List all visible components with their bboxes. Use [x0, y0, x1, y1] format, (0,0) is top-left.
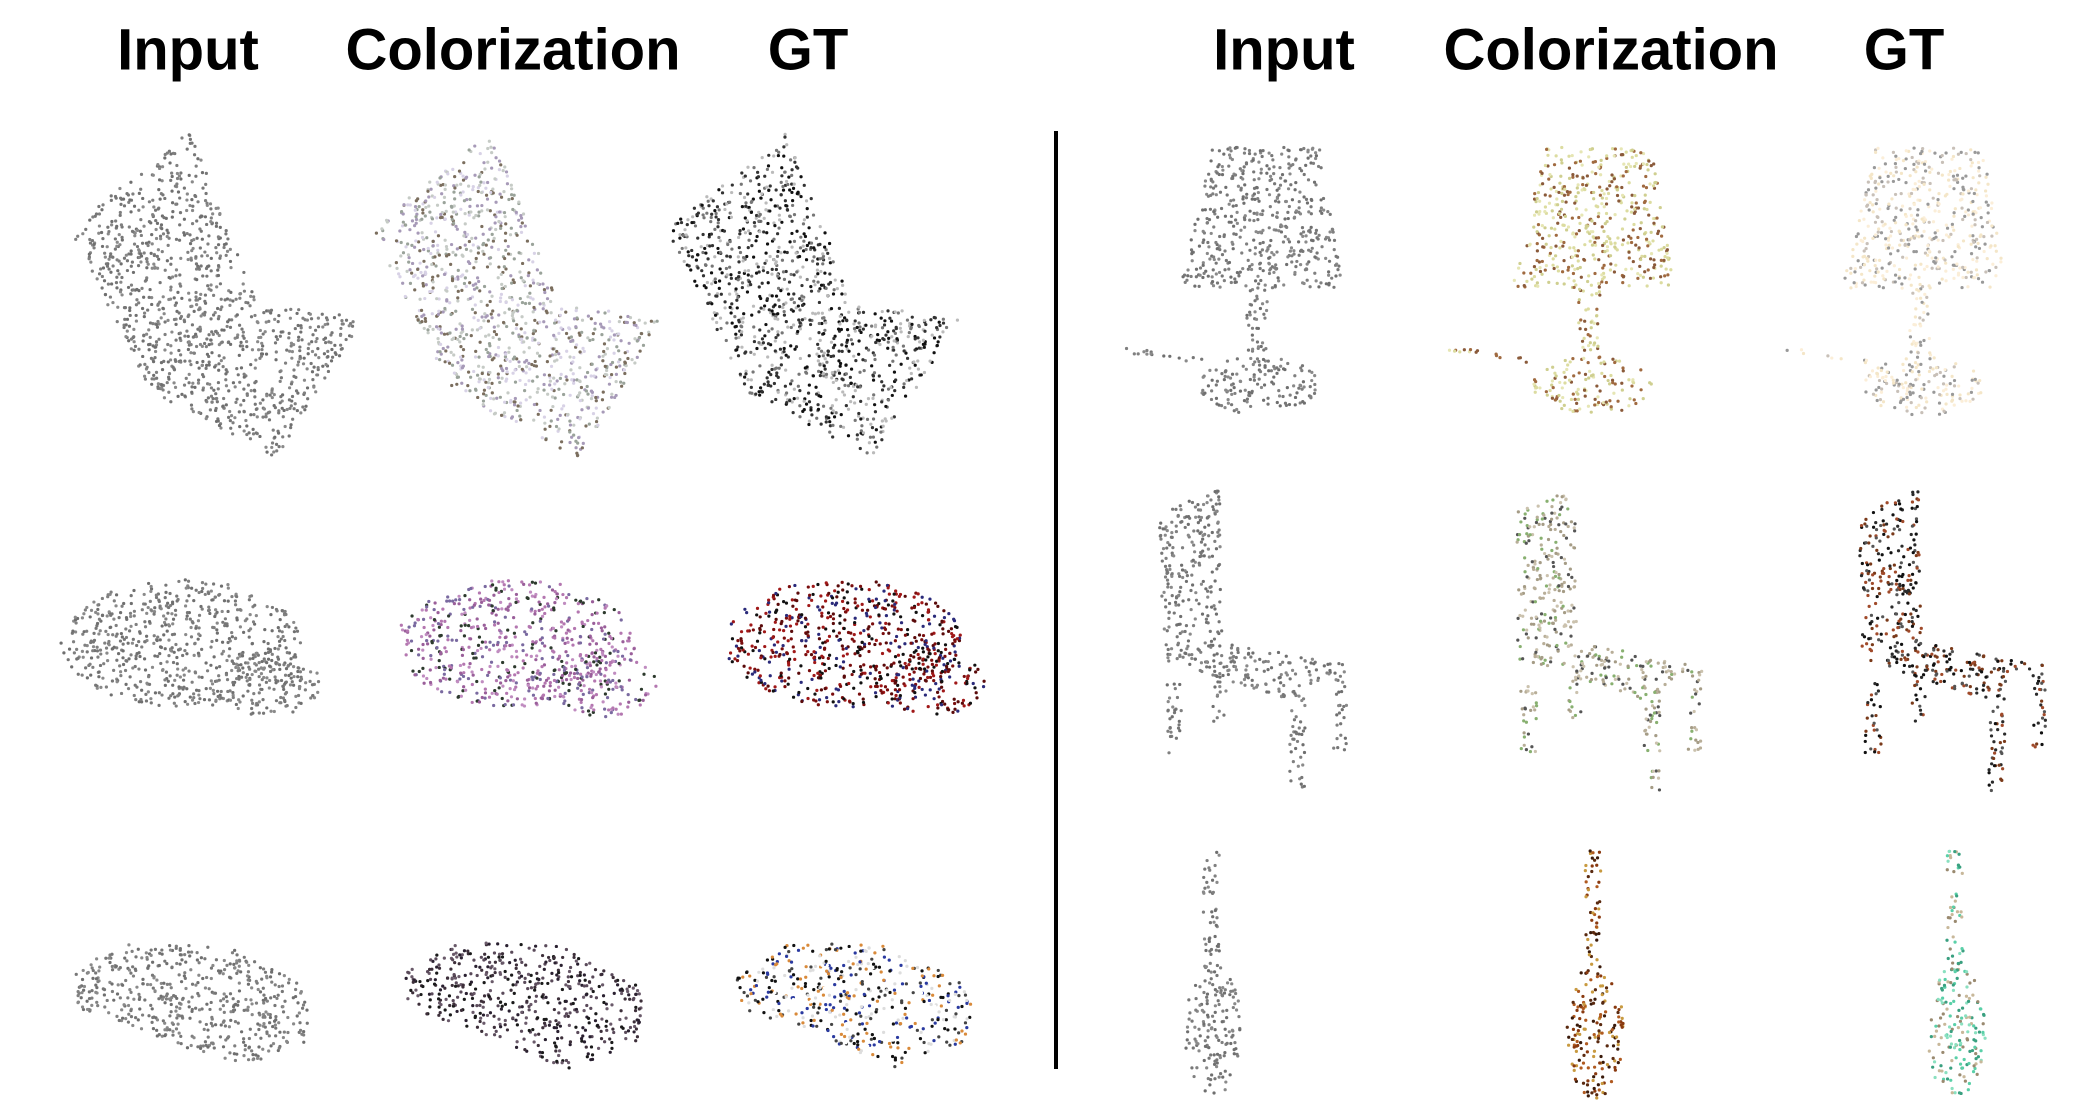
point-cloud: [404, 941, 643, 1070]
column-header: GT: [1864, 17, 1945, 82]
point-cloud: [74, 133, 355, 457]
point-cloud: [1447, 145, 1673, 414]
point-cloud: [1124, 145, 1342, 414]
point-cloud: [399, 579, 658, 719]
column-header: Colorization: [345, 17, 680, 82]
point-cloud: [1184, 850, 1242, 1095]
point-cloud: [735, 942, 974, 1069]
point-cloud: [1515, 494, 1704, 792]
column-header: Colorization: [1443, 17, 1778, 82]
point-cloud: [1565, 849, 1625, 1100]
point-cloud: [1858, 490, 2047, 793]
column-header: GT: [768, 17, 849, 82]
point-cloud: [671, 132, 960, 455]
point-cloud: [74, 943, 309, 1063]
point-cloud: [1927, 849, 1987, 1096]
point-cloud: [374, 139, 659, 458]
point-cloud: [1785, 146, 2003, 417]
point-cloud: [727, 580, 986, 716]
point-cloud: [59, 578, 321, 716]
point-clouds: [59, 132, 2047, 1100]
column-header: Input: [1213, 17, 1355, 82]
point-cloud: [1158, 489, 1349, 789]
column-header: Input: [117, 17, 259, 82]
